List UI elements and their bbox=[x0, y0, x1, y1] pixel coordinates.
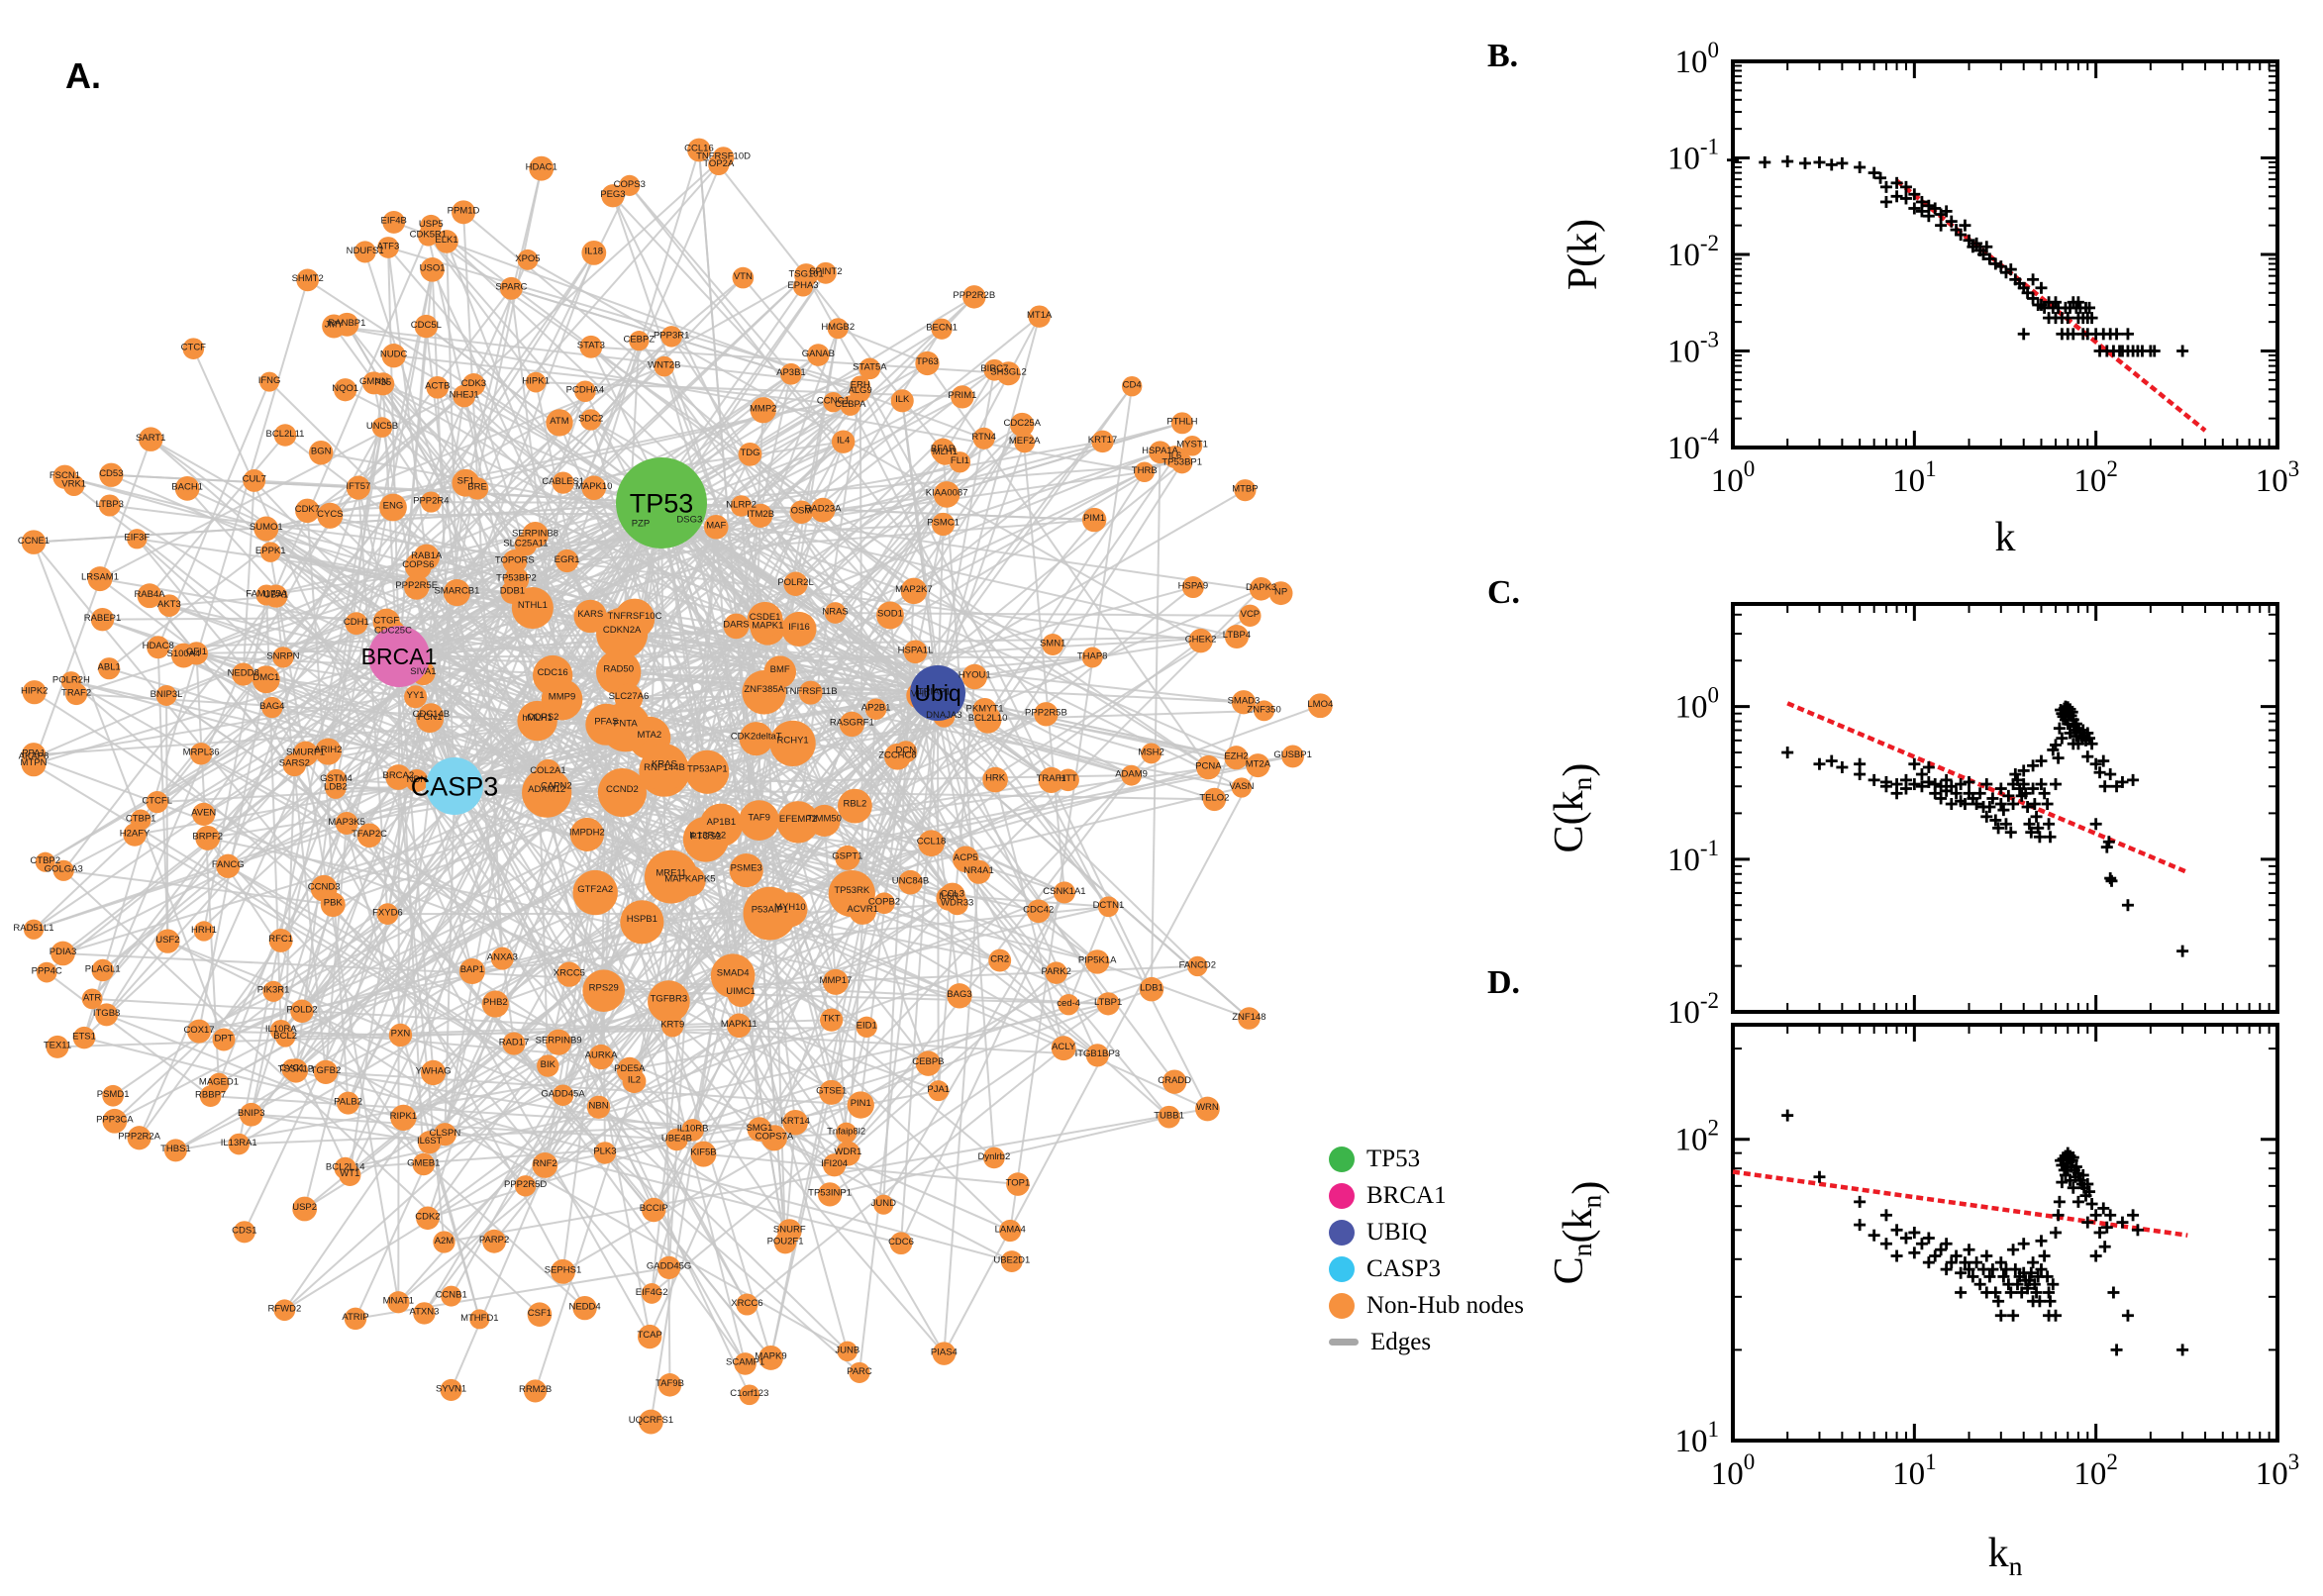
svg-text:kn: kn bbox=[1988, 1531, 2023, 1581]
svg-text:10-4: 10-4 bbox=[1667, 424, 1720, 466]
hub-node-brca1 bbox=[368, 626, 430, 687]
edge-line-icon bbox=[1329, 1339, 1359, 1346]
svg-text:10-1: 10-1 bbox=[1667, 836, 1719, 878]
scatter-points bbox=[1781, 1109, 2189, 1356]
chart-c: 100 10-1 10-2 C(kn) bbox=[1547, 602, 2279, 1031]
svg-text:103: 103 bbox=[2256, 456, 2300, 499]
svg-text:C(kn): C(kn) bbox=[1547, 763, 1601, 853]
svg-text:102: 102 bbox=[1675, 1116, 1720, 1158]
network-node-labels: USF2CDC6COPS6BCCIPCCNB1CDK3CCND2COPS2WDR… bbox=[13, 144, 1333, 1426]
panel-a-label: A. bbox=[65, 55, 101, 96]
svg-text:102: 102 bbox=[2073, 1449, 2118, 1492]
legend-item-ubiq: UBIQ bbox=[1329, 1214, 1524, 1250]
legend-label: BRCA1 bbox=[1366, 1181, 1447, 1209]
svg-text:Cn(kn): Cn(kn) bbox=[1547, 1181, 1610, 1285]
hub-node-ubiq bbox=[910, 665, 965, 721]
network-panel: USF2CDC6COPS6BCCIPCCNB1CDK3CCND2COPS2WDR… bbox=[13, 138, 1333, 1435]
legend-item-tp53: TP53 bbox=[1329, 1141, 1524, 1177]
legend-item-nonhub: Non-Hub nodes bbox=[1329, 1287, 1524, 1324]
panel-c-label: C. bbox=[1487, 574, 1521, 611]
hub-node-tp53 bbox=[616, 457, 707, 549]
svg-text:101: 101 bbox=[1675, 1417, 1720, 1459]
nonhub-dot-icon bbox=[1329, 1292, 1355, 1319]
svg-text:10-3: 10-3 bbox=[1667, 328, 1719, 370]
legend-label: Edges bbox=[1370, 1328, 1432, 1355]
svg-text:101: 101 bbox=[1892, 456, 1937, 499]
svg-text:100: 100 bbox=[1711, 1449, 1756, 1492]
legend-label: CASP3 bbox=[1366, 1254, 1442, 1282]
ubiq-dot-icon bbox=[1329, 1219, 1355, 1246]
tp53-dot-icon bbox=[1329, 1146, 1355, 1172]
legend-label: TP53 bbox=[1366, 1145, 1421, 1172]
svg-text:100: 100 bbox=[1675, 38, 1720, 80]
legend-item-edges: Edges bbox=[1329, 1324, 1524, 1360]
brca1-dot-icon bbox=[1329, 1182, 1355, 1209]
svg-text:100: 100 bbox=[1711, 456, 1756, 499]
network-nodes bbox=[21, 138, 1333, 1435]
network-edges bbox=[33, 150, 1321, 1423]
svg-text:10-1: 10-1 bbox=[1667, 135, 1719, 177]
scatter-points bbox=[1727, 153, 2189, 357]
legend-label: Non-Hub nodes bbox=[1366, 1291, 1525, 1319]
legend-item-brca1: BRCA1 bbox=[1329, 1177, 1524, 1214]
svg-text:10-2: 10-2 bbox=[1667, 231, 1719, 273]
svg-text:P(k): P(k) bbox=[1561, 219, 1606, 290]
svg-text:10-2: 10-2 bbox=[1667, 988, 1719, 1031]
svg-text:100: 100 bbox=[1675, 683, 1720, 726]
hub-node-casp3 bbox=[426, 757, 483, 815]
panel-d-label: D. bbox=[1487, 964, 1521, 1001]
panel-b-label: B. bbox=[1487, 38, 1519, 74]
legend-item-casp3: CASP3 bbox=[1329, 1250, 1524, 1287]
svg-text:103: 103 bbox=[2256, 1449, 2300, 1492]
scatter-points bbox=[1781, 700, 2189, 957]
svg-text:k: k bbox=[1995, 515, 2016, 560]
svg-text:102: 102 bbox=[2073, 456, 2118, 499]
legend-label: UBIQ bbox=[1366, 1218, 1428, 1246]
svg-text:101: 101 bbox=[1892, 1449, 1937, 1492]
network-legend: TP53 BRCA1 UBIQ CASP3 Non-Hub nodes Edge… bbox=[1329, 1141, 1524, 1360]
tick-labels: 100 10-1 10-2 bbox=[1667, 683, 1719, 1031]
casp3-dot-icon bbox=[1329, 1255, 1355, 1282]
